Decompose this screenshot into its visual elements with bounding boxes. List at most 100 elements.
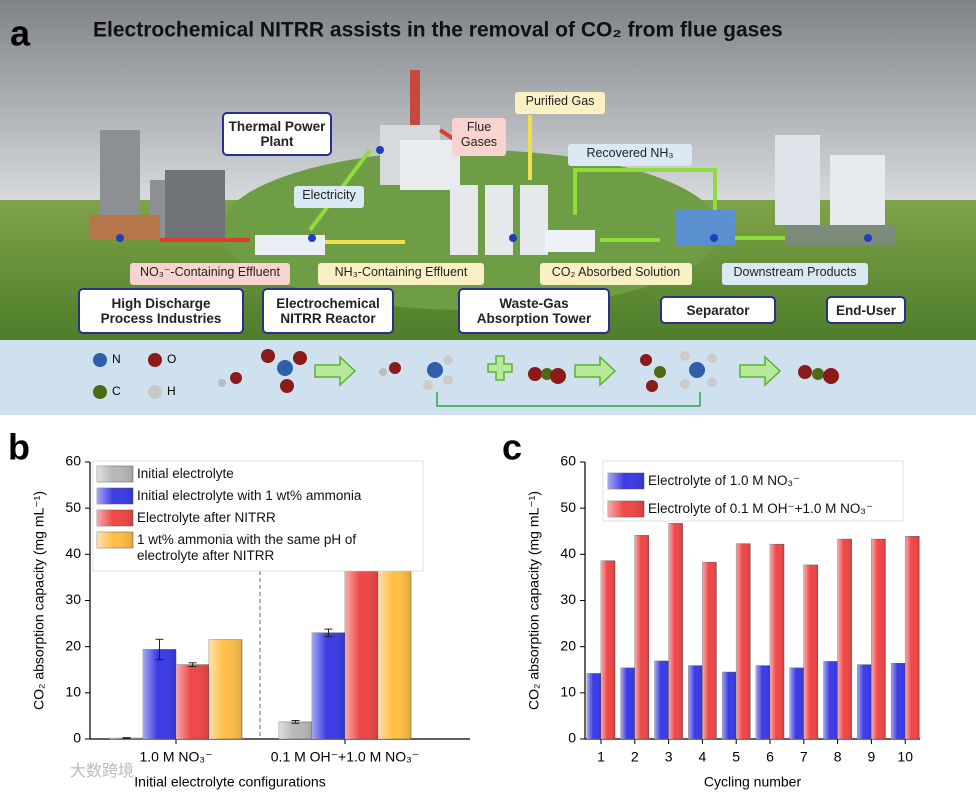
- figure-title: Electrochemical NITRR assists in the rem…: [93, 19, 783, 42]
- y-tick-label: 20: [65, 637, 81, 653]
- diagram-label: Electrochemical NITRR Reactor: [262, 288, 394, 334]
- y-tick-label: 0: [568, 730, 576, 746]
- y-tick-label: 10: [65, 684, 81, 700]
- legend-entry: Electrolyte after NITRR: [137, 510, 276, 525]
- watermark: 大数跨境: [70, 761, 134, 780]
- bar-shine: [770, 544, 784, 739]
- legend-label: Electrolyte of 0.1 M OH⁻+1.0 M NO₃⁻: [648, 501, 873, 516]
- bar-shine: [654, 660, 669, 739]
- diagram-label: Flue Gases: [452, 118, 506, 156]
- diagram-label: CO₂ Absorbed Solution: [540, 263, 692, 285]
- y-axis-title: CO₂ absorption capacity (mg mL⁻¹): [526, 491, 542, 710]
- x-axis-title: Initial electrolyte configurations: [134, 774, 325, 790]
- diagram-label: End-User: [826, 296, 906, 324]
- bar-shine: [143, 649, 176, 739]
- diagram-label: High Discharge Process Industries: [78, 288, 244, 334]
- x-tick-label: 8: [834, 749, 842, 765]
- legend-swatch-shine: [97, 466, 133, 482]
- diagram-label: Downstream Products: [722, 263, 868, 285]
- y-tick-label: 30: [560, 591, 576, 607]
- legend-entry: Initial electrolyte with 1 wt% ammonia: [137, 488, 361, 503]
- y-tick-label: 60: [560, 453, 576, 469]
- bar-shine: [702, 562, 717, 739]
- atom-legend: [93, 353, 162, 399]
- panel-letter: c: [502, 427, 522, 468]
- diagram-label: Purified Gas: [515, 92, 605, 114]
- legend-swatch-shine: [608, 501, 644, 517]
- bar-shine: [378, 558, 411, 739]
- y-tick-label: 30: [65, 591, 81, 607]
- y-tick-label: 40: [560, 545, 576, 561]
- x-tick-label: 2: [631, 749, 639, 765]
- bar-shine: [736, 543, 751, 739]
- bar-shine: [209, 639, 242, 739]
- legend-frame: [92, 460, 424, 572]
- legend-entry: Initial electrolyte: [137, 466, 234, 481]
- x-tick-label: 10: [897, 749, 913, 765]
- x-tick-label: 1: [597, 749, 605, 765]
- bar-shine: [688, 665, 703, 739]
- atom-legend-label: O: [167, 352, 176, 366]
- x-tick-label: 5: [732, 749, 740, 765]
- diagram-label: Recovered NH₃: [568, 144, 692, 166]
- bar-shine: [279, 721, 312, 739]
- x-tick-label: 9: [868, 749, 876, 765]
- atom-legend-label: N: [112, 352, 121, 366]
- reaction-arrows: [314, 355, 782, 387]
- bar-shine: [803, 564, 818, 739]
- diagram-label: NH₃-Containing Effluent: [318, 263, 484, 285]
- x-tick-label: 3: [665, 749, 673, 765]
- x-tick-label: 6: [766, 749, 774, 765]
- bar-shine: [823, 661, 838, 739]
- legend-label: 1 wt% ammonia with the same pH of electr…: [137, 532, 357, 563]
- legend-entry: Electrolyte of 0.1 M OH⁻+1.0 M NO₃⁻: [648, 501, 873, 516]
- diagram-label: NO₃⁻-Containing Effluent: [130, 263, 290, 285]
- bar-shine: [871, 539, 886, 739]
- bar-shine: [722, 672, 737, 739]
- legend-swatch-shine: [608, 473, 644, 489]
- atom-legend-label: C: [112, 384, 121, 398]
- bar-shine: [668, 523, 683, 739]
- x-tick-label: 4: [699, 749, 707, 765]
- y-tick-label: 0: [73, 730, 81, 746]
- atom-legend-label: H: [167, 384, 176, 398]
- legend-label: Initial electrolyte: [137, 466, 234, 481]
- bar-shine: [312, 632, 345, 739]
- legend-label: Electrolyte after NITRR: [137, 510, 276, 525]
- bar-shine: [837, 539, 852, 739]
- y-tick-label: 20: [560, 637, 576, 653]
- industry: [90, 70, 895, 255]
- bar-shine: [601, 560, 615, 739]
- y-tick-label: 40: [65, 545, 81, 561]
- diagram-label: Waste-Gas Absorption Tower: [458, 288, 610, 334]
- molecules: [218, 349, 839, 393]
- bar-shine: [620, 667, 635, 739]
- legend-entry: 1 wt% ammonia with the same pH of electr…: [137, 532, 357, 563]
- y-axis-title: CO₂ absorption capacity (mg mL⁻¹): [31, 491, 47, 710]
- legend-swatch-shine: [97, 510, 133, 526]
- bar-shine: [891, 663, 906, 739]
- x-axis-title: Cycling number: [704, 774, 802, 790]
- y-tick-label: 10: [560, 684, 576, 700]
- bar-shine: [176, 664, 209, 739]
- recycle-arrow: [436, 392, 701, 407]
- diagram-label: Electricity: [294, 186, 364, 208]
- legend-frame: [602, 460, 904, 522]
- legend-label: Electrolyte of 1.0 M NO₃⁻: [648, 473, 801, 488]
- y-tick-label: 50: [560, 499, 576, 515]
- x-tick-label: 0.1 M OH⁻+1.0 M NO₃⁻: [271, 749, 419, 765]
- legend-entry: Electrolyte of 1.0 M NO₃⁻: [648, 473, 801, 488]
- legend-swatch-shine: [97, 532, 133, 548]
- panel-letter: b: [8, 427, 30, 468]
- diagram-label: Thermal Power Plant: [222, 112, 332, 156]
- x-tick-label: 1.0 M NO₃⁻: [140, 749, 213, 765]
- bar-shine: [634, 535, 649, 739]
- bar-shine: [905, 536, 920, 739]
- y-tick-label: 60: [65, 453, 81, 469]
- bar-shine: [756, 665, 770, 739]
- panel-letter: a: [10, 13, 31, 54]
- bar-shine: [587, 673, 601, 739]
- pointer-dots: [116, 146, 872, 242]
- bar-shine: [789, 667, 804, 739]
